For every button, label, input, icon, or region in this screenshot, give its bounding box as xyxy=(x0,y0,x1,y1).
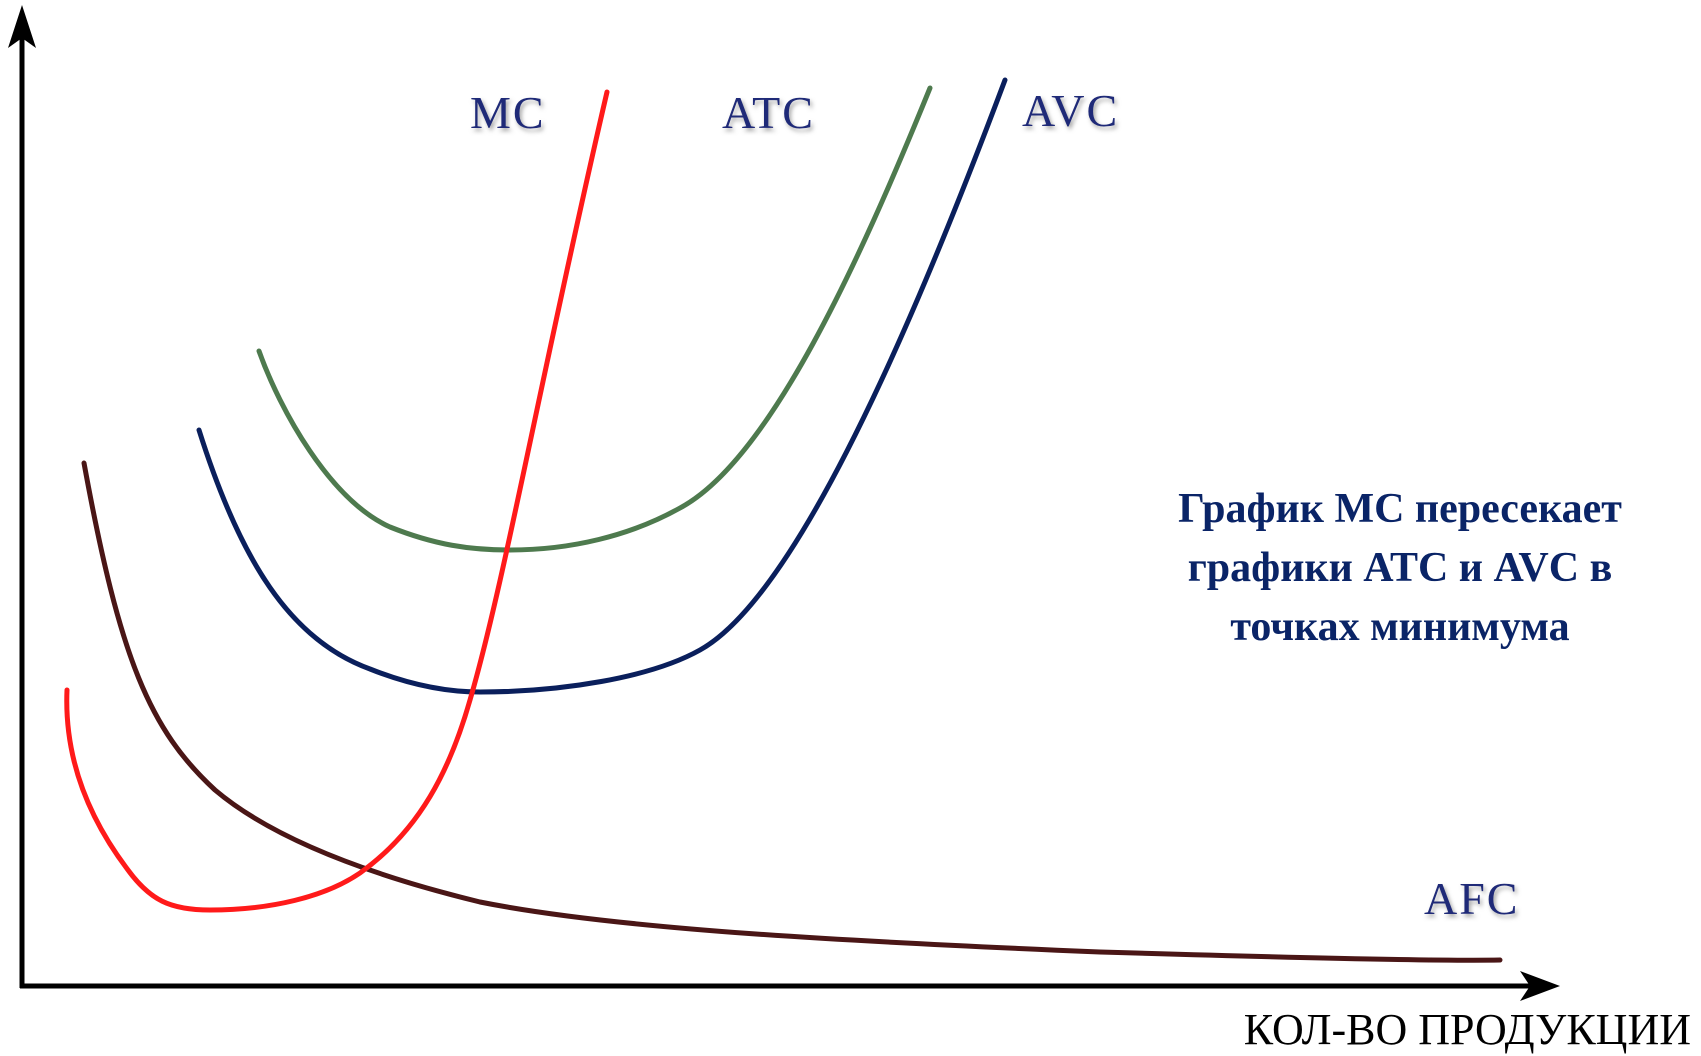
mc-curve xyxy=(64,89,610,913)
atc-label: ATC xyxy=(722,87,815,138)
avc-curve xyxy=(196,77,1008,695)
mc-label: MC xyxy=(470,87,546,138)
caption-line-2: графики АТС и AVC в xyxy=(1187,545,1613,591)
caption-line-1: График МС пересекает xyxy=(1178,486,1622,532)
afc-curve xyxy=(81,460,1503,963)
caption: График МС пересекает графики АТС и AVC в… xyxy=(1130,480,1670,657)
atc-curve xyxy=(256,85,933,553)
y-axis-arrowhead xyxy=(8,5,36,48)
caption-line-3: точках минимума xyxy=(1230,604,1570,650)
x-axis-arrowhead xyxy=(1520,971,1560,1001)
afc-label: AFC xyxy=(1424,873,1520,924)
x-axis-label: КОЛ-ВО ПРОДУКЦИИ xyxy=(1243,1005,1691,1054)
avc-label: AVC xyxy=(1022,85,1120,136)
